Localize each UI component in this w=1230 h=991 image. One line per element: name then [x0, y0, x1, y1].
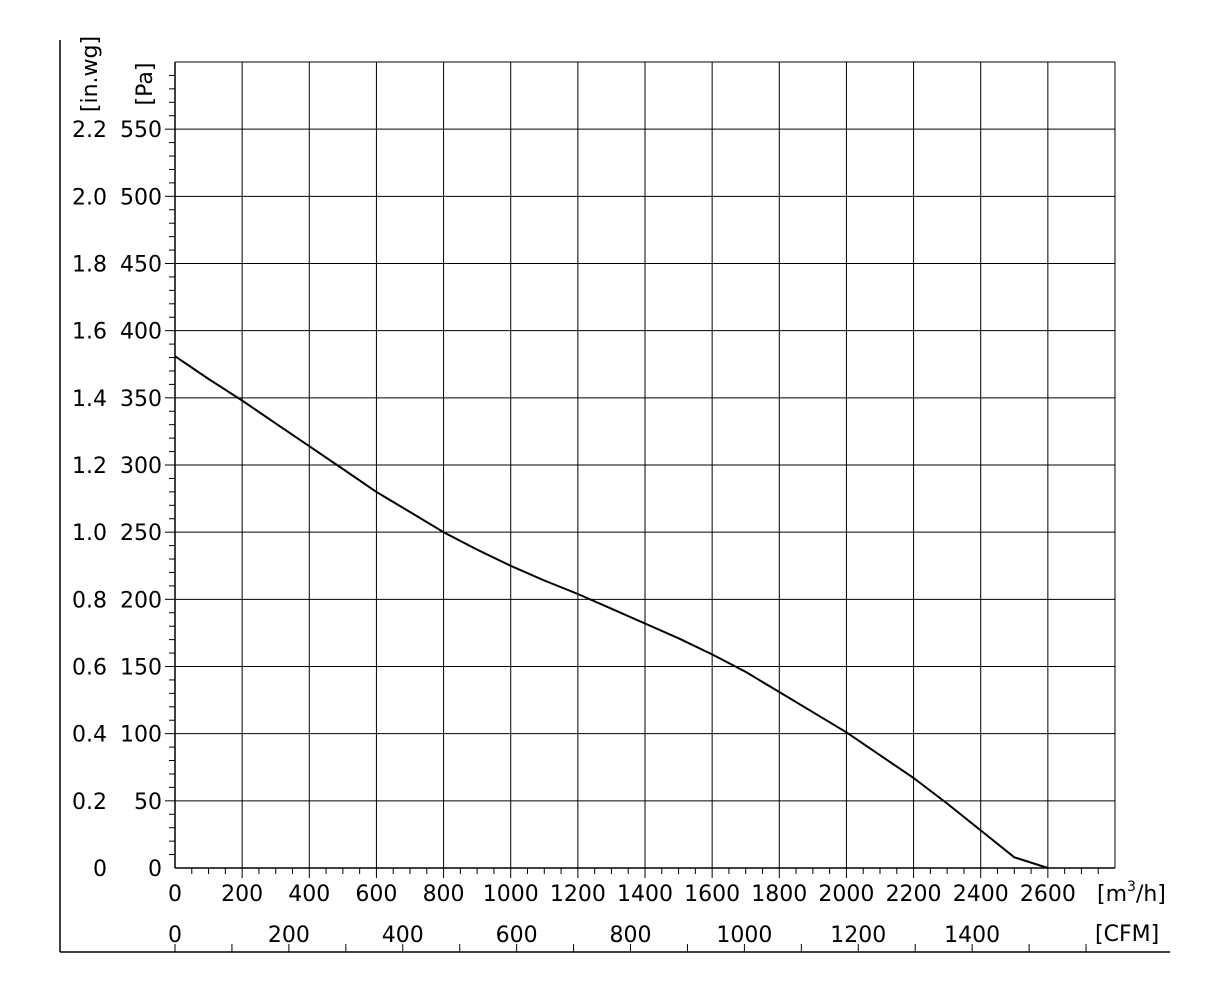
y-tick-label-500: 500 — [120, 185, 162, 210]
y-tick-label-250: 250 — [120, 521, 162, 546]
y-tick-label-450: 450 — [120, 253, 162, 278]
y2-tick-label-0.8: 0.8 — [72, 588, 107, 613]
y2-tick-label-1.4: 1.4 — [72, 387, 107, 412]
y-tick-label-0: 0 — [148, 857, 162, 882]
x-tick-label-1200: 1200 — [550, 882, 606, 907]
cfm-tick-label-0: 0 — [168, 923, 182, 948]
x-tick-label-600: 600 — [355, 882, 397, 907]
x2-units-cfm: [CFM] — [1095, 922, 1159, 947]
plot-frame — [59, 40, 1170, 953]
x-tick-label-400: 400 — [288, 882, 330, 907]
cfm-tick-label-1200: 1200 — [830, 923, 886, 948]
minor-ticks — [165, 74, 1099, 952]
series-line-0 — [174, 355, 1049, 869]
y-tick-label-550: 550 — [120, 118, 162, 143]
y-tick-label-150: 150 — [120, 656, 162, 681]
x-tick-label-200: 200 — [221, 882, 263, 907]
x-tick-label-800: 800 — [423, 882, 465, 907]
y2-tick-label-0: 0 — [93, 857, 107, 882]
cfm-tick-label-1000: 1000 — [716, 923, 772, 948]
y-units-pa: [Pa] — [133, 63, 158, 106]
x-tick-label-1000: 1000 — [483, 882, 539, 907]
y2-units-inwg: [in.wg] — [78, 36, 103, 112]
y-tick-label-300: 300 — [120, 454, 162, 479]
x-tick-label-1400: 1400 — [617, 882, 673, 907]
y2-tick-label-0.6: 0.6 — [72, 656, 107, 681]
y-tick-label-100: 100 — [120, 723, 162, 748]
grid-lines — [175, 62, 1115, 868]
cfm-tick-label-400: 400 — [382, 923, 424, 948]
y2-tick-label-1.6: 1.6 — [72, 320, 107, 345]
x-tick-label-2600: 2600 — [1020, 882, 1076, 907]
axis-labels: 0 200 400 600 800 1000 1200 1400 1600 1800 2000 220… — [72, 118, 1076, 948]
x-tick-label-0: 0 — [168, 882, 182, 907]
x-units-m3h: [m3/h] — [1097, 879, 1166, 907]
y2-tick-label-2.0: 2.0 — [72, 185, 107, 210]
y-tick-label-400: 400 — [120, 320, 162, 345]
y-tick-label-350: 350 — [120, 387, 162, 412]
y2-tick-label-1.0: 1.0 — [72, 521, 107, 546]
series-layer — [174, 355, 1049, 869]
x-tick-label-1800: 1800 — [751, 882, 807, 907]
x-tick-label-2000: 2000 — [818, 882, 874, 907]
y-tick-label-50: 50 — [134, 790, 162, 815]
y-tick-label-200: 200 — [120, 588, 162, 613]
y2-tick-label-0.2: 0.2 — [72, 790, 107, 815]
x-tick-label-1600: 1600 — [684, 882, 740, 907]
y2-tick-label-1.8: 1.8 — [72, 253, 107, 278]
cfm-tick-label-1400: 1400 — [944, 923, 1000, 948]
cfm-tick-label-800: 800 — [610, 923, 652, 948]
cfm-tick-label-200: 200 — [268, 923, 310, 948]
x-tick-label-2400: 2400 — [953, 882, 1009, 907]
y2-tick-label-0.4: 0.4 — [72, 723, 107, 748]
y2-tick-label-1.2: 1.2 — [72, 454, 107, 479]
x-tick-label-2200: 2200 — [886, 882, 942, 907]
cfm-tick-label-600: 600 — [496, 923, 538, 948]
y2-tick-label-2.2: 2.2 — [72, 118, 107, 143]
